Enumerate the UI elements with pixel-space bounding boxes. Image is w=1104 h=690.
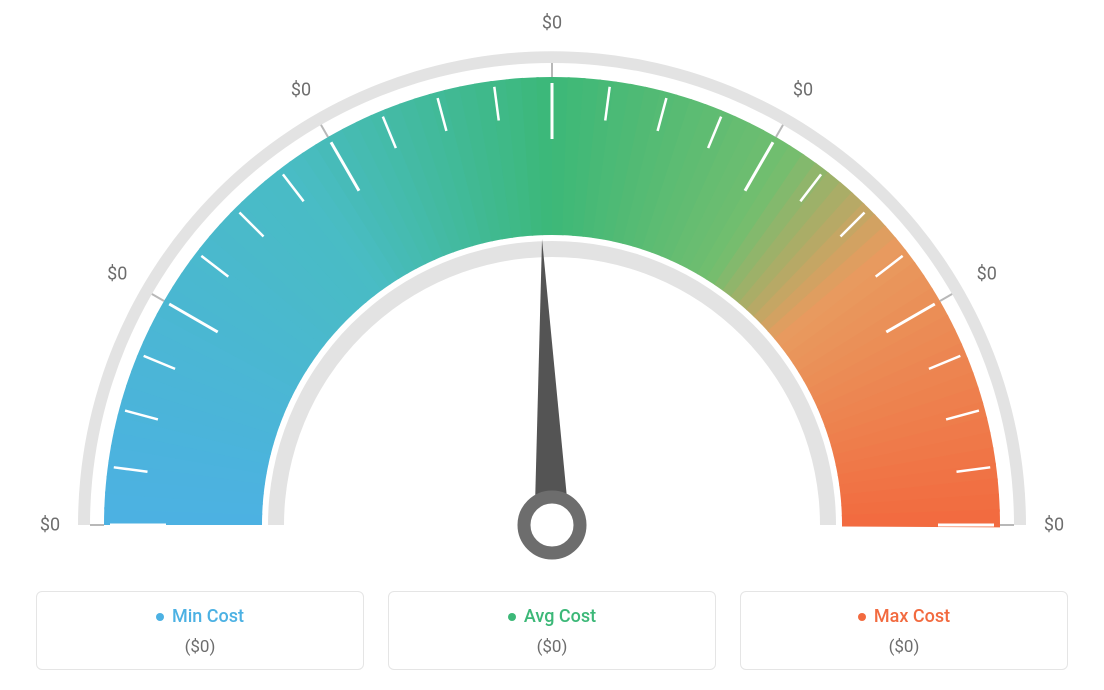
legend-row: Min Cost ($0) Avg Cost ($0) Max Cost ($0…	[36, 591, 1068, 671]
legend-title-avg: Avg Cost	[508, 606, 596, 627]
legend-card-min: Min Cost ($0)	[36, 591, 364, 671]
legend-value-min: ($0)	[37, 637, 363, 657]
gauge-tick-label: $0	[291, 80, 311, 101]
gauge-svg	[0, 0, 1104, 570]
legend-value-avg: ($0)	[389, 637, 715, 657]
gauge-tick-label: $0	[40, 515, 60, 536]
legend-dot-min	[156, 613, 164, 621]
legend-dot-max	[858, 613, 866, 621]
legend-label-max: Max Cost	[874, 606, 950, 627]
cost-gauge-infographic: $0 $0 $0 $0 $0 $0 $0 Min Cost ($0) Avg Cost ($…	[0, 0, 1104, 690]
gauge-tick-label: $0	[107, 264, 127, 285]
legend-label-avg: Avg Cost	[524, 606, 596, 627]
legend-dot-avg	[508, 613, 516, 621]
legend-title-max: Max Cost	[858, 606, 950, 627]
gauge-chart: $0 $0 $0 $0 $0 $0 $0	[0, 0, 1104, 570]
gauge-tick-label: $0	[542, 13, 562, 34]
legend-card-avg: Avg Cost ($0)	[388, 591, 716, 671]
gauge-tick-label: $0	[977, 264, 997, 285]
legend-value-max: ($0)	[741, 637, 1067, 657]
legend-label-min: Min Cost	[172, 606, 244, 627]
legend-card-max: Max Cost ($0)	[740, 591, 1068, 671]
gauge-tick-label: $0	[793, 80, 813, 101]
legend-title-min: Min Cost	[156, 606, 244, 627]
gauge-tick-label: $0	[1044, 515, 1064, 536]
